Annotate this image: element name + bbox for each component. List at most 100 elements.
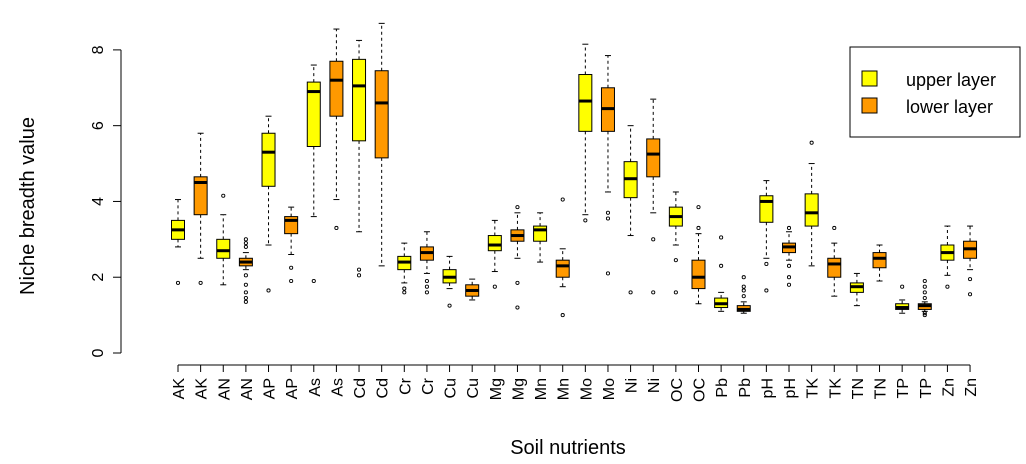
- box-Mn-upper: [534, 213, 547, 262]
- box-Zn-upper: [941, 226, 954, 288]
- outlier-point: [244, 283, 247, 286]
- box-Mg-upper: [488, 220, 501, 288]
- iqr-box: [330, 61, 343, 116]
- iqr-box: [556, 260, 569, 277]
- x-tick-label: AN: [216, 378, 233, 400]
- box-AK-upper: [172, 200, 185, 285]
- x-tick-label: Mg: [488, 378, 505, 400]
- box-AN-lower: [239, 238, 252, 304]
- x-tick-label: AK: [194, 378, 211, 400]
- outlier-point: [516, 281, 519, 284]
- x-tick-label: OC: [669, 378, 686, 402]
- iqr-box: [262, 133, 275, 186]
- box-TP-lower: [918, 279, 931, 316]
- outlier-point: [516, 206, 519, 209]
- box-Cu-upper: [443, 256, 456, 307]
- iqr-box: [647, 139, 660, 177]
- x-tick-label: As: [329, 378, 346, 397]
- iqr-box: [873, 253, 886, 268]
- x-tick-label: Cu: [443, 378, 460, 398]
- iqr-box: [217, 239, 230, 258]
- iqr-box: [828, 258, 841, 277]
- x-tick-label: Cr: [420, 377, 437, 395]
- x-tick-label: AK: [171, 378, 188, 400]
- box-Mg-lower: [511, 206, 524, 310]
- legend: upper layer lower layer: [850, 47, 1020, 137]
- outlier-point: [833, 226, 836, 229]
- outlier-point: [629, 291, 632, 294]
- outlier-point: [787, 283, 790, 286]
- box-Ni-lower: [647, 99, 660, 294]
- box-Cu-lower: [466, 279, 479, 300]
- outlier-point: [403, 287, 406, 290]
- outlier-point: [584, 219, 587, 222]
- iqr-box: [534, 226, 547, 241]
- iqr-box: [805, 194, 818, 226]
- legend-label-upper: upper layer: [906, 70, 996, 90]
- x-tick-label: Pb: [737, 378, 754, 398]
- outlier-point: [765, 289, 768, 292]
- x-tick-label: AP: [284, 378, 301, 399]
- box-Pb-upper: [715, 236, 728, 311]
- outlier-point: [244, 300, 247, 303]
- outlier-point: [425, 279, 428, 282]
- outlier-point: [720, 236, 723, 239]
- box-TK-lower: [828, 226, 841, 296]
- outlier-point: [606, 217, 609, 220]
- outlier-point: [946, 285, 949, 288]
- box-AK-lower: [194, 133, 207, 284]
- box-AN-upper: [217, 194, 230, 285]
- x-tick-label: Ni: [624, 378, 641, 393]
- outlier-point: [742, 289, 745, 292]
- box-OC-lower: [692, 206, 705, 304]
- box-Cr-upper: [398, 243, 411, 294]
- box-AP-upper: [262, 116, 275, 292]
- outlier-point: [720, 264, 723, 267]
- outlier-point: [787, 276, 790, 279]
- outlier-point: [652, 238, 655, 241]
- x-tick-label: As: [307, 378, 324, 397]
- outlier-point: [742, 276, 745, 279]
- outlier-point: [765, 262, 768, 265]
- box-As-lower: [330, 29, 343, 230]
- x-tick-label: AP: [262, 378, 279, 399]
- x-tick-label: TK: [827, 378, 844, 399]
- box-AP-lower: [285, 207, 298, 282]
- outlier-point: [697, 226, 700, 229]
- y-tick-label: 4: [90, 197, 107, 206]
- outlier-point: [697, 206, 700, 209]
- outlier-point: [267, 289, 270, 292]
- outlier-point: [561, 314, 564, 317]
- outlier-point: [606, 272, 609, 275]
- outlier-point: [244, 242, 247, 245]
- outlier-point: [244, 296, 247, 299]
- iqr-box: [488, 236, 501, 251]
- outlier-point: [199, 281, 202, 284]
- legend-label-lower: lower layer: [906, 97, 993, 117]
- box-Mo-lower: [601, 56, 614, 275]
- x-axis: AK AK AN AN AP AP As As Cd Cd Cr Cr Cu Cu Mg Mg Mn Mn Mo Mo…: [171, 365, 980, 402]
- iqr-box: [760, 196, 773, 223]
- outlier-point: [968, 293, 971, 296]
- x-tick-label: Mo: [578, 378, 595, 400]
- outlier-point: [312, 279, 315, 282]
- legend-box: [850, 47, 1020, 137]
- outlier-point: [923, 296, 926, 299]
- x-axis-title: Soil nutrients: [510, 437, 626, 459]
- box-TK-upper: [805, 141, 818, 266]
- box-Mn-lower: [556, 198, 569, 317]
- outlier-point: [652, 291, 655, 294]
- outlier-point: [244, 245, 247, 248]
- x-tick-label: Zn: [963, 378, 980, 397]
- box-OC-upper: [669, 192, 682, 294]
- outlier-point: [244, 238, 247, 241]
- y-axis-title: Niche breadth value: [17, 117, 39, 295]
- x-tick-label: Mn: [556, 378, 573, 400]
- iqr-box: [579, 75, 592, 132]
- y-tick-label: 8: [90, 45, 107, 54]
- x-tick-label: Cd: [352, 378, 369, 398]
- outlier-point: [335, 226, 338, 229]
- box-TN-lower: [873, 245, 886, 281]
- outlier-point: [493, 285, 496, 288]
